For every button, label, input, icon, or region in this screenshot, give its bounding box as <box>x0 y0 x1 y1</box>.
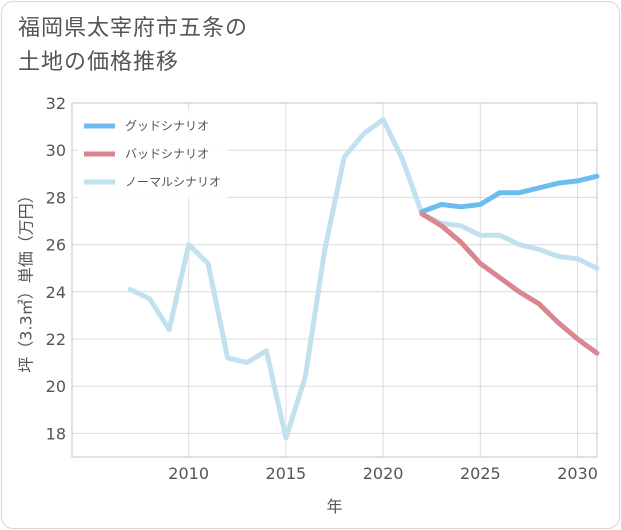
series-lines <box>127 117 600 441</box>
series-line-2 <box>419 211 600 356</box>
legend-label: ノーマルシナリオ <box>125 175 221 189</box>
y-tick-label: 30 <box>46 141 66 160</box>
chart-title: 福岡県太宰府市五条の 土地の価格推移 <box>18 16 249 75</box>
y-tick-label: 24 <box>46 283 66 302</box>
x-axis-ticks: 2010 2015 2020 2025 2030 <box>168 464 598 483</box>
y-axis-ticks: 18 20 22 24 26 28 30 32 <box>46 94 66 443</box>
x-axis-title: 年 <box>326 497 342 516</box>
x-tick-label: 2015 <box>266 464 307 483</box>
y-tick-label: 20 <box>46 377 66 396</box>
x-tick-label: 2030 <box>557 464 598 483</box>
x-tick-label: 2025 <box>460 464 501 483</box>
y-tick-label: 32 <box>46 94 66 113</box>
legend-label: バッドシナリオ <box>125 147 209 161</box>
plot-area <box>71 102 598 458</box>
y-tick-label: 26 <box>46 236 66 255</box>
series-line-1 <box>419 173 600 215</box>
legend-label: グッドシナリオ <box>125 119 209 133</box>
y-tick-label: 22 <box>46 330 66 349</box>
series-line-3 <box>127 117 600 441</box>
x-tick-label: 2020 <box>363 464 404 483</box>
x-tick-label: 2010 <box>168 464 209 483</box>
y-tick-label: 28 <box>46 188 66 207</box>
y-tick-label: 18 <box>46 424 66 443</box>
y-axis-title: 坪（3.3㎡）単価（万円） <box>17 187 36 372</box>
